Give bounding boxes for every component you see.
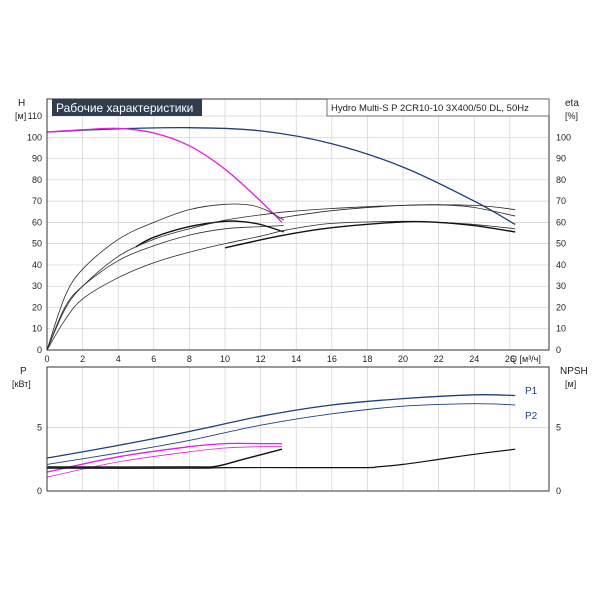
bottom-y-tick-label: 0 <box>37 486 42 496</box>
top-y-tick-label: 100 <box>27 132 42 142</box>
bottom-y-left-unit: [кВт] <box>12 379 31 389</box>
top-series-line-7 <box>224 220 516 249</box>
top-y-tick-label: 60 <box>32 217 42 227</box>
top-x-tick-label: 10 <box>220 354 230 364</box>
top-y-right-tick-label: 20 <box>556 302 566 312</box>
bottom-y-tick-label: 5 <box>37 423 42 433</box>
top-y-right-tick-label: 80 <box>556 175 566 185</box>
bottom-series-line-1 <box>46 403 516 465</box>
model-label: Hydro Multi-S P 2CR10-10 3X400/50 DL, 50… <box>331 103 529 114</box>
top-y-right-tick-label: 100 <box>556 132 571 142</box>
top-y-right-unit: [%] <box>565 111 578 121</box>
model-box <box>326 98 550 117</box>
top-y-right-tick-label: 50 <box>556 239 566 249</box>
top-x-tick-label: 2 <box>80 354 85 364</box>
top-series-line-4 <box>135 220 285 248</box>
top-y-right-tick-label: 60 <box>556 217 566 227</box>
top-y-right-tick-label: 10 <box>556 324 566 334</box>
top-y-tick-label: 70 <box>32 196 42 206</box>
top-x-tick-label: 0 <box>44 354 49 364</box>
top-x-tick-label: 22 <box>434 354 444 364</box>
top-y-right-tick-label: 70 <box>556 196 566 206</box>
top-y-tick-label: 10 <box>32 324 42 334</box>
bottom-series-line-4 <box>46 448 283 468</box>
top-x-tick-label: 14 <box>291 354 301 364</box>
top-x-tick-label: 8 <box>187 354 192 364</box>
bottom-y-left-label: P <box>20 366 27 377</box>
top-y-tick-label: 0 <box>37 345 42 355</box>
top-y-tick-label: 110 <box>28 111 42 121</box>
top-y-right-tick-label: 30 <box>556 281 566 291</box>
bottom-y-right-unit: [м] <box>565 379 576 389</box>
top-x-label: Q [м³/ч] <box>510 354 541 364</box>
top-y-right-tick-label: 0 <box>556 345 561 355</box>
series-label-p2: P2 <box>525 411 538 422</box>
top-x-tick-label: 20 <box>398 354 408 364</box>
top-y-tick-label: 40 <box>32 260 42 270</box>
chart-title: Рабочие характеристики <box>56 101 193 115</box>
top-y-tick-label: 50 <box>32 239 42 249</box>
top-y-left-unit: [м] <box>15 111 26 121</box>
bottom-y-right-tick-label: 0 <box>556 486 561 496</box>
top-series-line-1 <box>46 127 283 223</box>
top-series-line-3 <box>46 225 284 351</box>
bottom-series-line-0 <box>46 394 516 459</box>
bottom-series-line-2 <box>46 442 282 473</box>
top-series-line-2 <box>46 203 285 351</box>
top-x-tick-label: 6 <box>151 354 156 364</box>
bottom-plot-frame <box>46 366 550 492</box>
top-series-line-6 <box>278 204 516 219</box>
top-y-tick-label: 30 <box>32 281 42 291</box>
top-y-left-label: H <box>18 98 25 109</box>
top-x-tick-label: 18 <box>362 354 372 364</box>
top-y-right-tick-label: 90 <box>556 154 566 164</box>
bottom-series-line-3 <box>46 446 283 478</box>
top-y-tick-label: 20 <box>32 302 42 312</box>
top-x-tick-label: 26 <box>505 354 515 364</box>
bottom-y-right-tick-label: 5 <box>556 423 561 433</box>
series-label-p1: P1 <box>525 386 538 397</box>
top-plot-frame <box>46 98 550 351</box>
top-x-tick-label: 16 <box>327 354 337 364</box>
title-box <box>52 99 202 116</box>
top-y-right-label: eta <box>565 98 579 109</box>
top-x-tick-label: 4 <box>116 354 121 364</box>
top-y-tick-label: 90 <box>32 154 42 164</box>
top-x-tick-label: 12 <box>256 354 266 364</box>
top-y-right-tick-label: 40 <box>556 260 566 270</box>
bottom-y-right-label: NPSH <box>560 366 588 377</box>
top-series-line-8 <box>46 204 516 351</box>
top-y-tick-label: 80 <box>32 175 42 185</box>
bottom-series-line-5 <box>46 448 516 469</box>
top-x-tick-label: 24 <box>469 354 479 364</box>
